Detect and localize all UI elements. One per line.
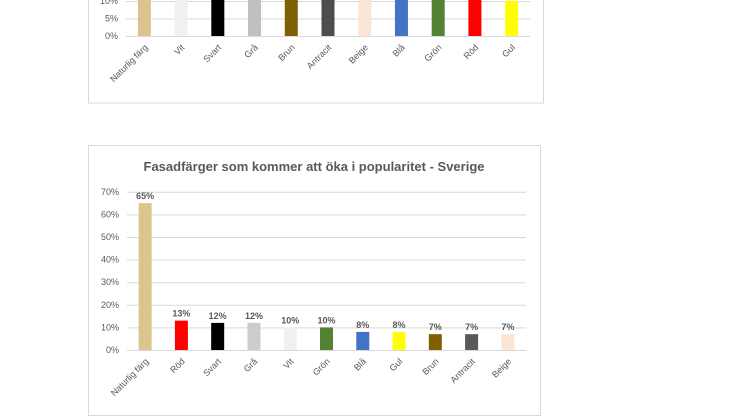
bar bbox=[505, 1, 519, 36]
data-label: 7% bbox=[429, 322, 442, 332]
data-label: 10% bbox=[281, 315, 299, 325]
bar bbox=[137, 0, 151, 36]
data-label: 8% bbox=[393, 320, 406, 330]
bar bbox=[501, 334, 515, 350]
bar bbox=[394, 0, 408, 36]
y-tick-label: 20% bbox=[101, 300, 119, 310]
y-tick-label: 5% bbox=[105, 14, 118, 24]
bar bbox=[431, 0, 445, 36]
y-tick-label: 10% bbox=[100, 0, 118, 6]
y-tick-label: 70% bbox=[101, 187, 119, 197]
top-chart-frame bbox=[88, 0, 544, 104]
data-label: 8% bbox=[356, 320, 369, 330]
data-label: 7% bbox=[465, 322, 478, 332]
bar bbox=[284, 0, 298, 36]
bar bbox=[174, 320, 188, 350]
data-label: 7% bbox=[501, 322, 514, 332]
y-tick-label: 0% bbox=[106, 345, 119, 355]
bar bbox=[211, 322, 225, 350]
y-tick-label: 50% bbox=[101, 232, 119, 242]
bar bbox=[247, 322, 261, 350]
data-label: 12% bbox=[209, 311, 227, 321]
bar bbox=[358, 0, 372, 36]
y-tick-label: 60% bbox=[101, 209, 119, 219]
bar bbox=[174, 0, 188, 36]
chart-title: Fasadfärger som kommer att öka i popular… bbox=[144, 159, 485, 174]
bar bbox=[428, 334, 442, 350]
y-tick-label: 0% bbox=[105, 31, 118, 41]
data-label: 10% bbox=[317, 315, 335, 325]
bar bbox=[283, 327, 297, 350]
data-label: 13% bbox=[172, 309, 190, 319]
bar bbox=[248, 0, 262, 36]
bar bbox=[468, 0, 482, 36]
bar bbox=[465, 334, 479, 350]
bar bbox=[321, 0, 335, 36]
bar bbox=[138, 203, 152, 350]
bar bbox=[392, 331, 406, 350]
bar bbox=[211, 0, 225, 36]
bottom-chart-frame bbox=[88, 145, 541, 416]
y-tick-label: 30% bbox=[101, 277, 119, 287]
data-label: 12% bbox=[245, 311, 263, 321]
y-tick-label: 10% bbox=[101, 322, 119, 332]
bar bbox=[356, 331, 370, 350]
y-tick-label: 40% bbox=[101, 255, 119, 265]
bar bbox=[320, 327, 333, 350]
data-label: 65% bbox=[136, 191, 154, 201]
